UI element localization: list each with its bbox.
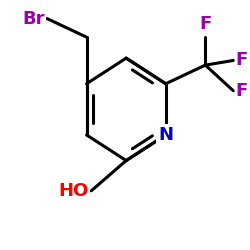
Text: N: N [158,126,173,144]
Text: HO: HO [59,182,89,200]
Text: F: F [236,82,248,100]
Text: F: F [236,52,248,70]
Text: Br: Br [22,10,45,28]
Text: F: F [199,14,211,32]
